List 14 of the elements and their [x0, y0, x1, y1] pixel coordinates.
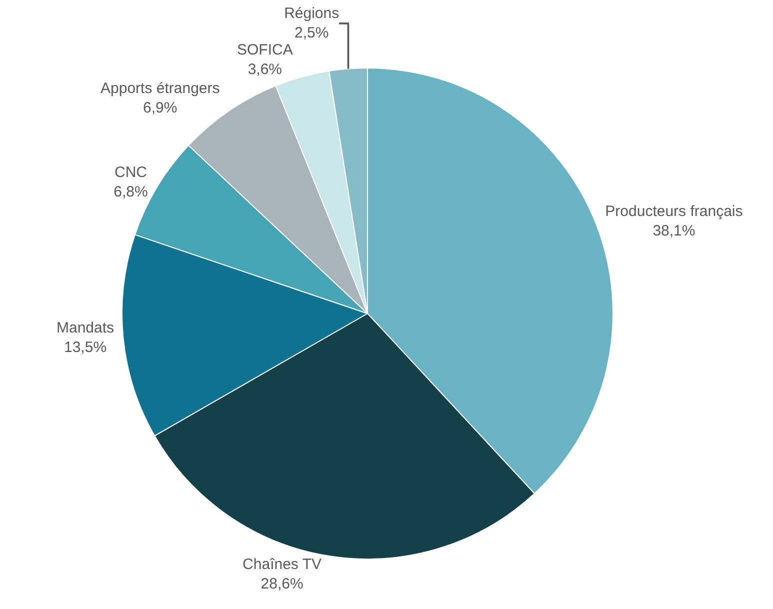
- data-label: 2,5%: [294, 24, 329, 42]
- data-label: 13,5%: [64, 338, 107, 356]
- slice-label: Mandats: [56, 319, 114, 336]
- slice-label: Producteurs français: [605, 203, 743, 220]
- slice-label: SOFICA: [237, 42, 293, 59]
- slice-label: CNC: [114, 164, 148, 182]
- data-label: 6,9%: [143, 100, 178, 117]
- data-label: 38,1%: [652, 222, 696, 240]
- data-label: 6,8%: [114, 184, 148, 201]
- slice-label: Régions: [284, 5, 340, 22]
- data-label: 28,6%: [260, 575, 304, 592]
- data-label: 3,6%: [248, 61, 282, 78]
- slice-label: Apports étrangers: [100, 80, 220, 98]
- slice-label: Chaînes TV: [242, 556, 322, 573]
